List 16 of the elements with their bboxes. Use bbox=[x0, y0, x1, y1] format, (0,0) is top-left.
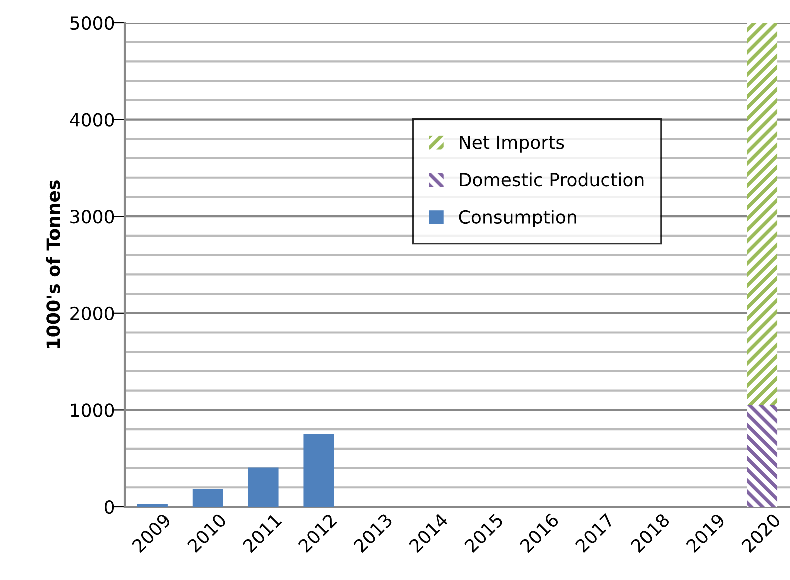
y-tick-label: 1000 bbox=[71, 404, 114, 418]
y-axis-title: 1000's of Tonnes bbox=[46, 180, 60, 348]
bar bbox=[248, 468, 279, 507]
bar bbox=[747, 405, 778, 507]
bar bbox=[137, 504, 168, 507]
legend-label: Domestic Production bbox=[460, 172, 644, 187]
y-tick-label: 2000 bbox=[70, 306, 114, 321]
y-tick-label: 5000 bbox=[70, 16, 114, 30]
bar bbox=[304, 434, 334, 507]
y-tick-label: 0 bbox=[104, 500, 114, 514]
y-tick-label: 4000 bbox=[70, 113, 114, 127]
bar bbox=[192, 489, 224, 507]
bar bbox=[747, 23, 778, 406]
legend-label: Consumption bbox=[459, 210, 576, 228]
y-tick-label: 3000 bbox=[70, 210, 114, 224]
legend-label: Net Imports bbox=[460, 136, 564, 153]
